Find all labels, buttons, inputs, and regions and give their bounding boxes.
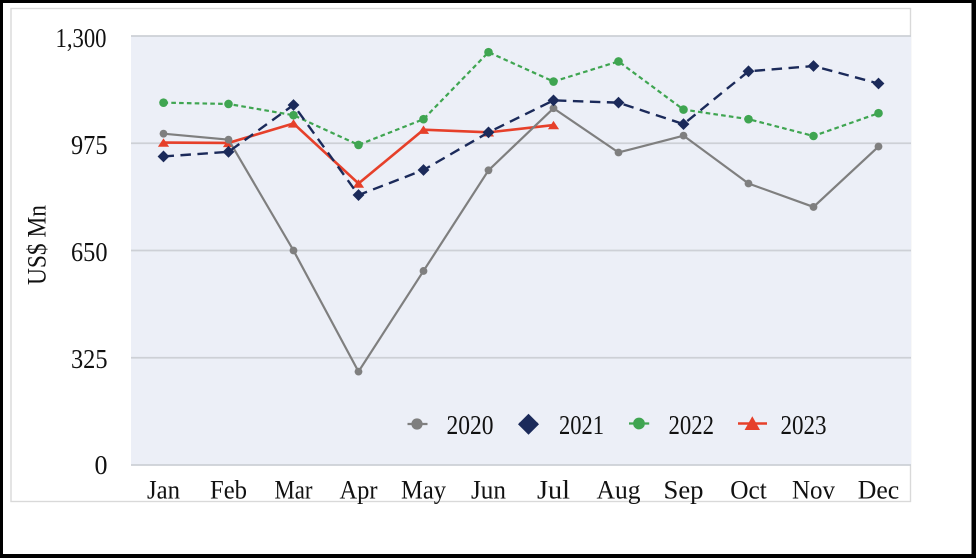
svg-text:Aug: Aug <box>597 475 641 505</box>
svg-text:Jan: Jan <box>147 475 180 505</box>
svg-text:325: 325 <box>71 344 108 374</box>
svg-text:Feb: Feb <box>210 475 247 505</box>
svg-text:US$ Mn: US$ Mn <box>23 205 52 285</box>
svg-text:Jul: Jul <box>537 475 570 505</box>
svg-text:975: 975 <box>71 130 108 160</box>
svg-text:Sep: Sep <box>664 475 704 505</box>
svg-text:2020: 2020 <box>447 410 494 440</box>
svg-text:May: May <box>401 475 447 505</box>
svg-text:Oct: Oct <box>730 475 767 505</box>
svg-text:650: 650 <box>71 237 108 267</box>
svg-text:2023: 2023 <box>781 410 827 440</box>
svg-text:1,300: 1,300 <box>56 23 107 53</box>
svg-text:0: 0 <box>95 450 108 480</box>
svg-text:Jun: Jun <box>471 475 506 505</box>
svg-text:Dec: Dec <box>858 475 900 505</box>
svg-text:Apr: Apr <box>340 475 378 505</box>
svg-text:Mar: Mar <box>275 475 313 505</box>
svg-text:2021: 2021 <box>559 410 604 440</box>
svg-text:Nov: Nov <box>792 475 836 505</box>
svg-text:2022: 2022 <box>669 410 715 440</box>
